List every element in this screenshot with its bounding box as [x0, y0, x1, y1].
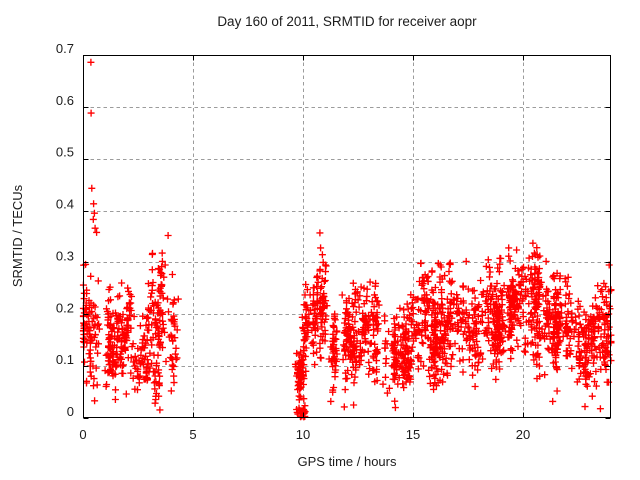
x-tick-label: 0	[79, 427, 86, 442]
data-points	[79, 58, 615, 421]
y-tick-label: 0.2	[56, 300, 74, 315]
y-tick-label: 0.5	[56, 145, 74, 160]
chart-title: Day 160 of 2011, SRMTID for receiver aop…	[217, 14, 477, 29]
y-tick-label: 0.7	[56, 41, 74, 56]
x-tick-label: 5	[189, 427, 196, 442]
y-tick-label: 0.1	[56, 352, 74, 367]
axis-ticks	[83, 55, 611, 419]
y-axis-label: SRMTID / TECUs	[10, 184, 25, 287]
grid-lines	[84, 56, 610, 417]
y-tick-label: 0	[67, 404, 74, 419]
x-axis-label: GPS time / hours	[298, 454, 397, 469]
x-tick-label: 15	[406, 427, 420, 442]
x-tick-label: 10	[296, 427, 310, 442]
scatter-plus-markers	[79, 58, 615, 421]
tick-labels: 0 5 10 15 20 0 0.1 0.2 0.3 0.4 0.5 0.6 0.7	[56, 41, 530, 442]
y-tick-label: 0.4	[56, 197, 74, 212]
plot-border	[83, 55, 611, 418]
y-tick-label: 0.3	[56, 248, 74, 263]
y-tick-label: 0.6	[56, 93, 74, 108]
x-tick-label: 20	[516, 427, 530, 442]
